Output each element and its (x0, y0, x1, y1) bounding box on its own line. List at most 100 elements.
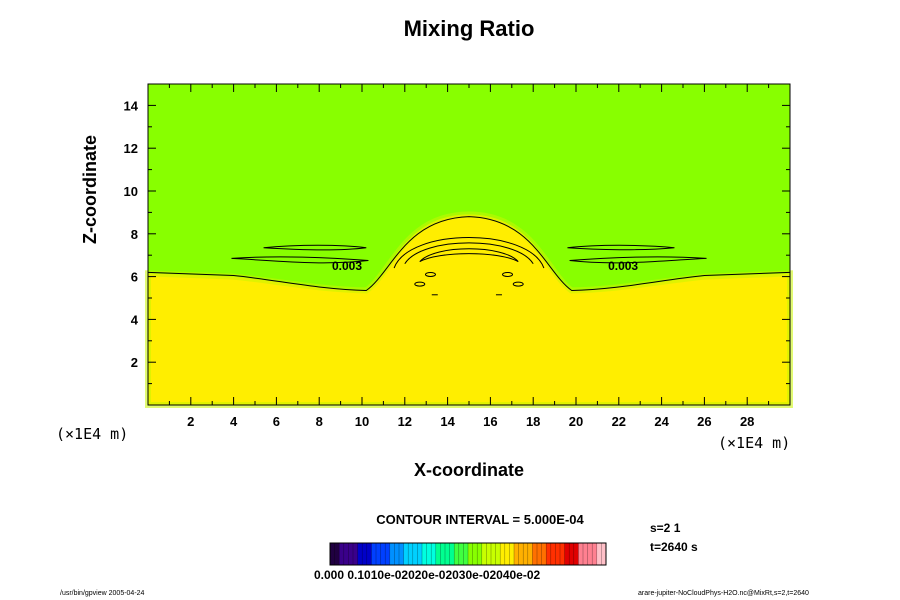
colorbar-cell (560, 543, 566, 565)
y-axis-label: Z-coordinate (80, 134, 100, 244)
x-axis-label: X-coordinate (413, 460, 524, 480)
colorbar-cell (583, 543, 589, 565)
colorbar-cell (573, 543, 579, 565)
colorbar-cell (537, 543, 543, 565)
footer-right: arare-jupiter-NoCloudPhys-H2O.nc@MixRt,s… (638, 590, 809, 597)
contour-line-main (147, 216, 791, 292)
colorbar-cell (385, 543, 391, 565)
colorbar (329, 542, 607, 566)
x-tick-label: 28 (740, 414, 754, 429)
colorbar-cell (578, 543, 584, 565)
colorbar-cell (472, 543, 478, 565)
colorbar-cell (518, 543, 524, 565)
colorbar-cell (468, 543, 474, 565)
contour-small-loop (424, 271, 436, 277)
contour-line-dome-2 (404, 242, 534, 265)
colorbar-cell (330, 543, 336, 565)
colorbar-cell (394, 543, 400, 565)
colorbar-cell (555, 543, 561, 565)
colorbar-cell (509, 543, 515, 565)
y-tick-label: 12 (124, 141, 138, 156)
colorbar-cell (481, 543, 487, 565)
colorbar-cell (564, 543, 570, 565)
colorbar-cell (334, 543, 340, 565)
colorbar-cell (445, 543, 451, 565)
colorbar-cell (596, 543, 602, 565)
colorbar-cell (357, 543, 363, 565)
colorbar-cell (550, 543, 556, 565)
colorbar-cell (532, 543, 538, 565)
colorbar-cell (440, 543, 446, 565)
colorbar-cell (353, 543, 359, 565)
colorbar-frame (329, 542, 607, 566)
x-tick-label: 14 (440, 414, 455, 429)
x-tick-label: 10 (355, 414, 369, 429)
y-tick-label: 14 (124, 98, 139, 113)
colorbar-cell (495, 543, 501, 565)
colorbar-cell (458, 543, 464, 565)
y-tick-label: 10 (124, 184, 138, 199)
colorbar-cell (431, 543, 437, 565)
colorbar-cell (500, 543, 506, 565)
contour-line-dome-4 (419, 253, 519, 263)
contour-small-loop (502, 271, 514, 277)
chart-title: Mixing Ratio (403, 16, 535, 41)
colorbar-cell (371, 543, 377, 565)
colorbar-cell (587, 543, 593, 565)
x-tick-label: 2 (187, 414, 194, 429)
colorbar-cell (486, 543, 492, 565)
colorbar-cell (514, 543, 520, 565)
colorbar-cell (403, 543, 409, 565)
colorbar-cell (343, 543, 349, 565)
colorbar-cell (449, 543, 455, 565)
contour-labels: 0.003 0.003 (332, 259, 638, 273)
colorbar-cell (366, 543, 372, 565)
x-tick-label: 4 (230, 414, 238, 429)
colorbar-cell (491, 543, 497, 565)
colorbar-tick-labels: 0.000 0.1010e-02020e-02030e-02040e-02 (314, 568, 541, 582)
colorbar-cell (463, 543, 469, 565)
y-axis-unit: (×1E4 m) (56, 425, 129, 443)
contour-interval-label: CONTOUR INTERVAL = 5.000E-04 (376, 512, 584, 527)
colorbar-cell (389, 543, 395, 565)
contour-line-left-lens-lower (231, 256, 369, 264)
colorbar-cell (380, 543, 386, 565)
colorbar-cell (339, 543, 345, 565)
colorbar-cell (412, 543, 418, 565)
contour-line-left-lens-upper (263, 244, 367, 251)
x-tick-label: 12 (398, 414, 412, 429)
colorbar-cell (546, 543, 552, 565)
contour-label: 0.003 (332, 259, 362, 273)
plot-area (145, 84, 793, 408)
y-tick-label: 6 (131, 270, 138, 285)
colorbar-cell (362, 543, 368, 565)
colorbar-cell (541, 543, 547, 565)
colorbar-cell (422, 543, 428, 565)
contour-lines (147, 216, 791, 296)
colorbar-cell (417, 543, 423, 565)
x-tick-label: 22 (612, 414, 626, 429)
colorbar-cell (527, 543, 533, 565)
colorbar-cell (523, 543, 529, 565)
colorbar-cell (348, 543, 354, 565)
x-tick-label: 16 (483, 414, 497, 429)
x-tick-label: 24 (654, 414, 669, 429)
contour-line-dome-3 (419, 248, 519, 262)
contour-small-loop (512, 281, 524, 287)
colorbar-cell (601, 543, 607, 565)
colorbar-cell (477, 543, 483, 565)
s-annotation: s=2 1 (650, 521, 681, 535)
x-tick-label: 6 (273, 414, 280, 429)
colorbar-cell (454, 543, 460, 565)
contour-line-right-lens-upper (567, 244, 675, 251)
colorbar-cell (408, 543, 414, 565)
x-axis-unit: (×1E4 m) (718, 434, 791, 452)
x-tick-label: 20 (569, 414, 583, 429)
x-tick-label: 8 (316, 414, 323, 429)
x-tick-label: 26 (697, 414, 711, 429)
colorbar-cell (426, 543, 432, 565)
contour-label: 0.003 (608, 259, 638, 273)
contour-small-loop (414, 281, 426, 287)
colorbar-cell (569, 543, 575, 565)
